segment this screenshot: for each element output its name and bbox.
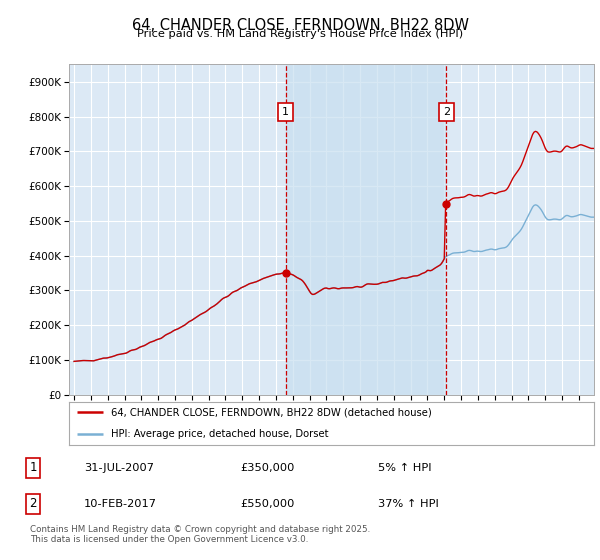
Text: 64, CHANDER CLOSE, FERNDOWN, BH22 8DW (detached house): 64, CHANDER CLOSE, FERNDOWN, BH22 8DW (d… [111,408,432,417]
Text: 2: 2 [443,108,450,117]
Text: £550,000: £550,000 [240,499,295,509]
Text: 31-JUL-2007: 31-JUL-2007 [84,463,154,473]
Text: 2: 2 [29,497,37,511]
Text: 1: 1 [282,108,289,117]
Text: Price paid vs. HM Land Registry's House Price Index (HPI): Price paid vs. HM Land Registry's House … [137,29,463,39]
Text: 1: 1 [29,461,37,474]
Text: HPI: Average price, detached house, Dorset: HPI: Average price, detached house, Dors… [111,430,329,439]
Text: 10-FEB-2017: 10-FEB-2017 [84,499,157,509]
Text: 64, CHANDER CLOSE, FERNDOWN, BH22 8DW: 64, CHANDER CLOSE, FERNDOWN, BH22 8DW [131,18,469,33]
Bar [286,64,446,395]
Text: Contains HM Land Registry data © Crown copyright and database right 2025.
This d: Contains HM Land Registry data © Crown c… [30,525,370,544]
Text: £350,000: £350,000 [240,463,295,473]
Text: 5% ↑ HPI: 5% ↑ HPI [378,463,431,473]
Text: 37% ↑ HPI: 37% ↑ HPI [378,499,439,509]
